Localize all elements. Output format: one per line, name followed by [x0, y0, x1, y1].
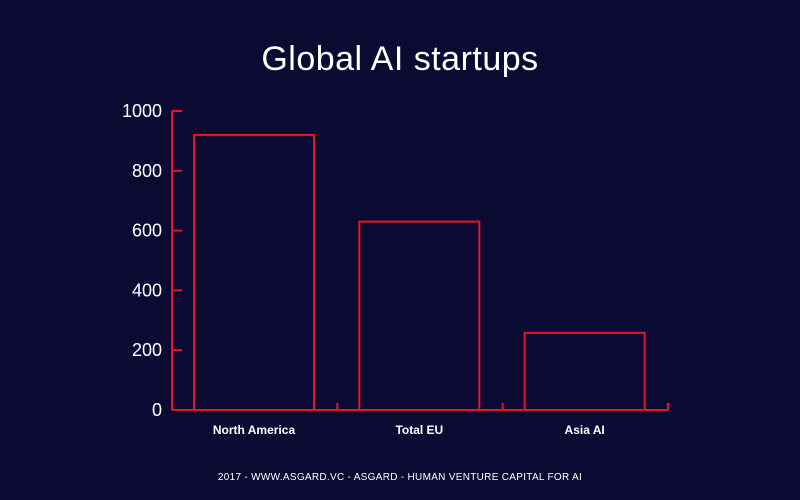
footer-credit: 2017 - WWW.ASGARD.VC - ASGARD - HUMAN VE… — [217, 472, 583, 483]
y-tick-label: 600 — [132, 221, 162, 241]
x-category-label: North America — [213, 423, 296, 437]
y-tick-label: 1000 — [122, 101, 162, 121]
bar-asia-ai — [523, 331, 646, 411]
y-tick-label: 800 — [132, 161, 162, 181]
chart-title: Global AI startups — [261, 40, 539, 78]
bar-total-eu — [358, 220, 481, 411]
x-category-label: Asia AI — [565, 423, 605, 437]
y-tick-label: 400 — [132, 280, 162, 300]
y-tick-label: 0 — [152, 400, 162, 420]
bar-north-america — [193, 133, 315, 411]
x-category-label: Total EU — [395, 423, 443, 437]
y-tick-label: 200 — [132, 340, 162, 360]
